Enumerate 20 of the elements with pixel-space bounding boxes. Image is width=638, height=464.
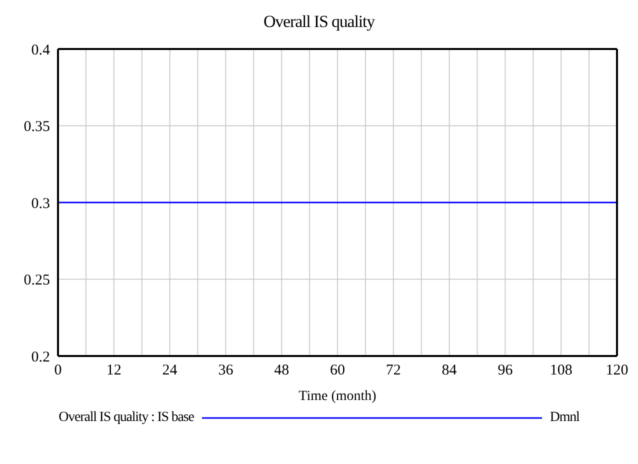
x-tick-label: 36 [218,362,234,379]
x-axis-title: Time (month) [298,389,377,404]
x-tick-label: 48 [274,362,290,379]
x-tick-label: 24 [162,362,178,379]
text: Overall IS quality : IS base [58,410,194,426]
y-tick-label: 0.2 [31,349,50,366]
x-tick-label: 108 [550,362,572,379]
x-tick-label: 60 [330,362,345,379]
chart-title: Overall IS quality [262,11,376,33]
x-tick-label: 96 [498,362,514,379]
x-tick-label: 120 [606,362,628,379]
x-tick-label: 0 [54,362,62,379]
y-tick-label: 0.35 [24,119,50,136]
x-tick-label: 72 [386,362,401,379]
x-tick-label: 84 [442,362,458,379]
y-tick-label: 0.3 [31,196,50,212]
y-tick-label: 0.4 [31,42,50,58]
text: Dmnl [550,410,580,426]
y-tick-label: 0.25 [24,272,50,289]
x-tick-label: 12 [106,362,122,379]
